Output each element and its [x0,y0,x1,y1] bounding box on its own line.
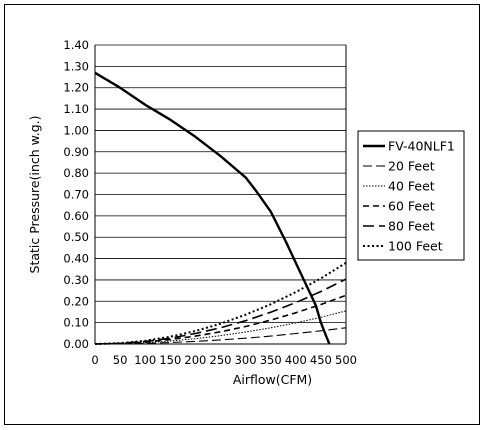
y-tick-label: 0.70 [63,188,89,202]
legend: FV-40NLF1 20 Feet 40 Feet 60 Feet 80 Feet 100… [357,130,465,261]
series-line-100-feet [94,261,347,345]
series-line-fv-40nlf1 [94,71,331,345]
x-tick-label: 400 [285,353,307,367]
y-tick-label: 1.40 [63,38,89,52]
y-tick-label: 0.30 [63,273,89,287]
tick-labels: 0.00 0.10 0.20 0.30 0.40 0.50 0.60 0.70 0.80 0.90… [63,38,357,367]
x-tick-label: 300 [235,353,257,367]
y-tick-label: 1.20 [63,81,89,95]
x-axis-label: Airflow(CFM) [233,372,312,387]
y-tick-label: 1.00 [63,123,89,137]
y-tick-label: 0.40 [63,252,89,266]
x-tick-label: 200 [184,353,206,367]
x-tick-label: 150 [159,353,181,367]
legend-label: 80 Feet [388,219,435,234]
y-tick-label: 0.50 [63,230,89,244]
y-tick-label: 0.00 [63,337,89,351]
series-line-40-feet [94,310,347,345]
series-line-60-feet [94,294,347,345]
legend-box [357,130,465,261]
legend-label: 40 Feet [388,179,435,194]
y-tick-label: 1.30 [63,59,89,73]
legend-label: FV-40NLF1 [388,139,455,154]
legend-label: 20 Feet [388,159,435,174]
x-tick-label: 50 [113,353,128,367]
y-tick-label: 0.80 [63,166,89,180]
y-tick-label: 0.60 [63,209,89,223]
x-tick-label: 0 [91,353,98,367]
legend-label: 100 Feet [388,239,443,254]
axes [94,45,347,345]
x-tick-label: 350 [260,353,282,367]
x-tick-label: 100 [134,353,156,367]
x-tick-label: 500 [335,353,357,367]
x-tick-label: 250 [210,353,232,367]
y-tick-label: 0.90 [63,145,89,159]
x-tick-label: 450 [310,353,332,367]
y-axis-label: Static Pressure(inch w.g.) [27,116,42,274]
series-lines [94,71,347,345]
gridlines [95,44,346,345]
y-tick-label: 1.10 [63,102,89,116]
y-tick-label: 0.20 [63,294,89,308]
legend-label: 60 Feet [388,199,435,214]
legend-items: FV-40NLF1 20 Feet 40 Feet 60 Feet 80 Feet 100… [363,139,455,254]
y-tick-label: 0.10 [63,316,89,330]
